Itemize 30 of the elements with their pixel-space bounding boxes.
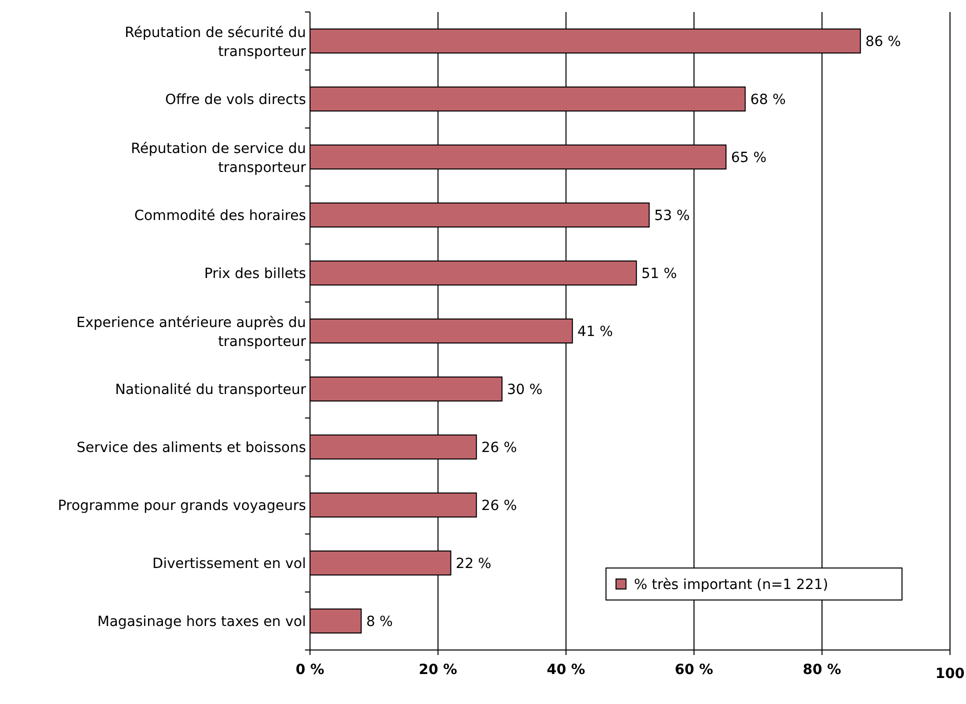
x-tick-label: 100 (935, 666, 965, 682)
data-label: 68 % (750, 92, 786, 108)
y-tick-label: Programme pour grands voyageurs (58, 498, 306, 514)
data-label: 26 % (481, 440, 517, 456)
legend-label: % très important (n=1 221) (634, 577, 828, 593)
data-label: 65 % (731, 150, 767, 166)
y-tick-label: Offre de vols directs (165, 92, 306, 108)
data-label: 51 % (641, 266, 677, 282)
x-tick-label: 40 % (546, 662, 586, 678)
bar (310, 608, 362, 634)
data-label: 86 % (865, 34, 901, 50)
y-tick-label: Prix des billets (204, 266, 306, 282)
x-tick-label: 20 % (418, 662, 458, 678)
y-tick-label: Experience antérieure auprès du transporteur (76, 315, 306, 350)
y-tick-label: Réputation de sécurité du transporteur (124, 25, 306, 60)
data-label: 41 % (577, 324, 613, 340)
data-label: 8 % (366, 614, 393, 630)
y-tick-label: Nationalité du transporteur (115, 382, 306, 398)
y-tick-label: Réputation de service du transporteur (130, 141, 306, 176)
x-tick-label: 0 % (296, 662, 324, 678)
y-tick-label: Commodité des horaires (134, 208, 306, 224)
data-label: 53 % (654, 208, 690, 224)
x-tick-label: 60 % (674, 662, 714, 678)
x-tick-label: 80 % (802, 662, 842, 678)
y-tick-label: Magasinage hors taxes en vol (97, 614, 306, 630)
data-label: 30 % (507, 382, 543, 398)
data-label: 26 % (481, 498, 517, 514)
data-label: 22 % (456, 556, 492, 572)
y-tick-label: Divertissement en vol (152, 556, 306, 572)
y-tick-label: Service des aliments et boissons (76, 440, 306, 456)
